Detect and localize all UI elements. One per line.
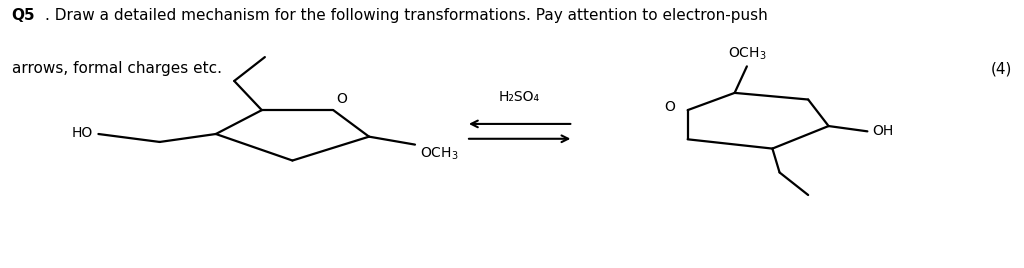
Text: Q5: Q5: [11, 8, 35, 23]
Text: (4): (4): [991, 61, 1013, 76]
Text: O: O: [665, 100, 676, 114]
Text: . Draw a detailed mechanism for the following transformations. Pay attention to : . Draw a detailed mechanism for the foll…: [45, 8, 768, 23]
Text: OCH$_3$: OCH$_3$: [728, 46, 766, 62]
Text: H₂SO₄: H₂SO₄: [499, 90, 541, 104]
Text: HO: HO: [72, 126, 93, 140]
Text: OH: OH: [872, 124, 894, 138]
Text: OCH$_3$: OCH$_3$: [420, 146, 459, 162]
Text: arrows, formal charges etc.: arrows, formal charges etc.: [11, 61, 221, 76]
Text: O: O: [336, 92, 347, 106]
